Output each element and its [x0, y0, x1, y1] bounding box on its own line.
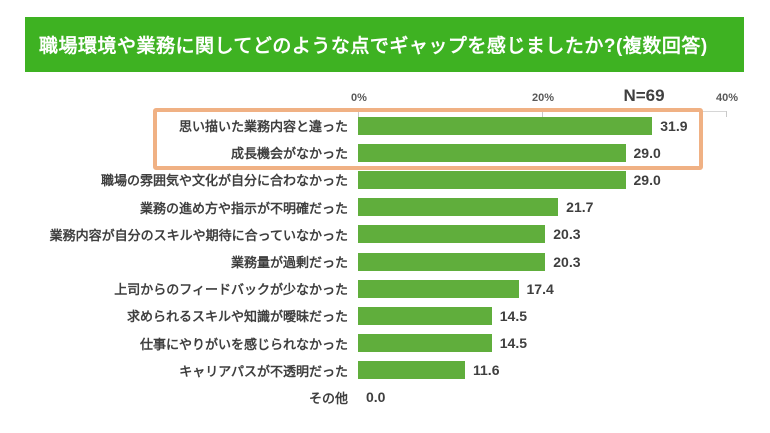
chart-row: 業務量が過剰だった 20.3: [0, 248, 770, 275]
bar-track: 17.4: [358, 279, 770, 298]
chart-row: 職場の雰囲気や文化が自分に合わなかった 29.0: [0, 166, 770, 193]
value-label: 0.0: [366, 389, 386, 406]
value-label: 20.3: [553, 226, 581, 243]
page-title: 職場環境や業務に関してどのような点でギャップを感じましたか?(複数回答): [39, 36, 708, 57]
category-label: 業務内容が自分のスキルや期待に合っていなかった: [49, 227, 348, 243]
bar-track: 20.3: [358, 225, 770, 244]
x-axis-tick-mark-40: [726, 111, 727, 117]
value-label: 20.3: [553, 253, 581, 270]
category-label: 思い描いた業務内容と違った: [178, 119, 348, 135]
value-label: 21.7: [566, 199, 594, 216]
value-label: 31.9: [660, 117, 688, 134]
bar: [358, 279, 519, 298]
category-label: キャリアパスが不透明だった: [179, 363, 348, 379]
bar-track: 0.0: [358, 388, 770, 406]
x-axis-tick-mark-20: [542, 111, 543, 117]
x-axis-tick-label-40: 40%: [715, 92, 739, 104]
bar: [358, 334, 492, 353]
bar: [358, 143, 626, 162]
category-label: 上司からのフィードバックが少なかった: [114, 282, 348, 298]
bar-track: 14.5: [358, 306, 770, 325]
bar-track: 20.3: [358, 252, 770, 271]
category-label: 仕事にやりがいを感じられなかった: [139, 336, 348, 352]
chart-row: 求められるスキルや知識が曖昧だった 14.5: [0, 302, 770, 329]
chart-row: 仕事にやりがいを感じられなかった 14.5: [0, 330, 770, 357]
x-axis-tick-label-0: 0%: [351, 92, 367, 104]
value-label: 29.0: [633, 171, 661, 188]
x-axis-tick-label-20: 20%: [531, 92, 555, 104]
category-label: 成長機会がなかった: [230, 146, 348, 162]
value-label: 17.4: [526, 280, 554, 297]
bar-track: 29.0: [358, 170, 770, 189]
bar: [358, 225, 546, 244]
category-label: その他: [308, 390, 348, 406]
bar: [358, 116, 653, 135]
bar-track: 14.5: [358, 334, 770, 353]
value-label: 29.0: [633, 144, 661, 161]
category-label: 業務量が過剰だった: [230, 255, 348, 271]
chart-row: 業務内容が自分のスキルや期待に合っていなかった 20.3: [0, 221, 770, 248]
plot-area: 思い描いた業務内容と違った 31.9 成長機会がなかった 29.0 職場の雰囲気や文化が…: [0, 112, 770, 411]
chart-row: キャリアパスが不透明だった 11.6: [0, 357, 770, 384]
bar: [358, 306, 492, 325]
category-label: 業務の進め方や指示が不明確だった: [139, 200, 348, 216]
bar-track: 29.0: [358, 143, 770, 162]
chart-row: 成長機会がなかった 29.0: [0, 139, 770, 166]
chart-row: 上司からのフィードバックが少なかった 17.4: [0, 275, 770, 302]
page-title-banner: 職場環境や業務に関してどのような点でギャップを感じましたか?(複数回答): [25, 17, 744, 72]
bar-track: 31.9: [358, 116, 770, 135]
x-axis-tick-mark-0: [358, 111, 359, 117]
category-label: 職場の雰囲気や文化が自分に合わなかった: [100, 173, 348, 189]
bar: [358, 198, 559, 217]
chart-row: 思い描いた業務内容と違った 31.9: [0, 112, 770, 139]
chart-row: その他 0.0: [0, 384, 770, 411]
value-label: 11.6: [473, 362, 500, 379]
bar: [358, 361, 465, 380]
bar-track: 21.7: [358, 198, 770, 217]
category-label: 求められるスキルや知識が曖昧だった: [126, 309, 348, 325]
bar: [358, 170, 626, 189]
bar-track: 11.6: [358, 361, 770, 380]
value-label: 14.5: [499, 307, 527, 324]
chart-row: 業務の進め方や指示が不明確だった 21.7: [0, 194, 770, 221]
bar: [358, 252, 546, 271]
sample-size-label: N=69: [623, 86, 665, 105]
value-label: 14.5: [499, 335, 527, 352]
